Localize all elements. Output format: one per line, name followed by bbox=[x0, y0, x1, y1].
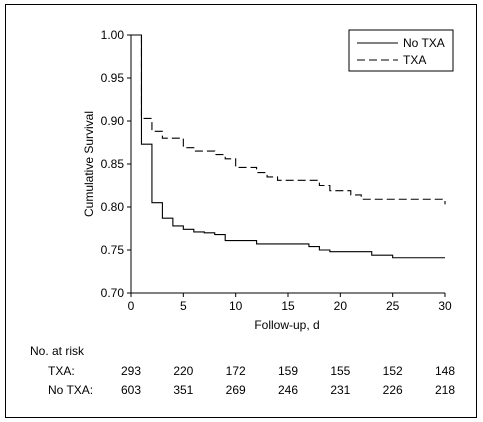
x-tick-label: 30 bbox=[438, 299, 452, 313]
x-axis-label: Follow-up, d bbox=[254, 318, 319, 332]
x-tick-label: 25 bbox=[386, 299, 400, 313]
risk-cell: 293 bbox=[120, 364, 142, 378]
risk-row-label: No TXA: bbox=[48, 383, 94, 397]
y-tick-label: 0.95 bbox=[101, 71, 125, 85]
risk-cell: 155 bbox=[330, 364, 351, 378]
series-line-no-txa bbox=[131, 34, 445, 259]
risk-cell: 218 bbox=[434, 383, 456, 397]
legend-label-txa: TXA bbox=[403, 53, 426, 67]
risk-row-label: TXA: bbox=[48, 364, 75, 378]
y-axis-label: Cumulative Survival bbox=[82, 111, 96, 217]
x-tick-label: 20 bbox=[334, 299, 348, 313]
y-tick-label: 1.00 bbox=[101, 28, 125, 42]
x-tick-label: 5 bbox=[180, 299, 187, 313]
legend-label-no-txa: No TXA bbox=[403, 36, 445, 50]
x-tick-label: 10 bbox=[229, 299, 243, 313]
y-tick-label: 0.85 bbox=[101, 157, 125, 171]
y-tick-label: 0.70 bbox=[101, 286, 125, 300]
y-tick-label: 0.80 bbox=[101, 200, 125, 214]
chart-axes: 0 5 10 15 20 25 30 0.70 0.75 0.80 0.85 0.90 0.95 1.00 bbox=[101, 28, 452, 313]
series-line-txa bbox=[131, 34, 446, 205]
risk-cell: 269 bbox=[225, 383, 246, 397]
risk-cell: 148 bbox=[434, 364, 456, 378]
y-tick-label: 0.75 bbox=[101, 243, 125, 257]
risk-cell: 351 bbox=[173, 383, 194, 397]
x-tick-label: 15 bbox=[281, 299, 295, 313]
risk-cell: 246 bbox=[277, 383, 299, 397]
y-tick-label: 0.90 bbox=[101, 114, 125, 128]
risk-cell: 172 bbox=[225, 364, 246, 378]
chart-legend: No TXA TXA bbox=[348, 29, 454, 72]
figure-frame bbox=[5, 4, 477, 418]
risk-cell: 220 bbox=[173, 364, 194, 378]
risk-cell: 152 bbox=[382, 364, 403, 378]
chart-series bbox=[131, 34, 446, 259]
legend-box bbox=[348, 29, 454, 72]
risk-cell: 159 bbox=[277, 364, 299, 378]
risk-cell: 603 bbox=[120, 383, 142, 397]
x-tick-label: 0 bbox=[128, 299, 135, 313]
risk-table-title: No. at risk bbox=[30, 344, 85, 358]
risk-cell: 231 bbox=[330, 383, 351, 397]
risk-cell: 226 bbox=[382, 383, 403, 397]
